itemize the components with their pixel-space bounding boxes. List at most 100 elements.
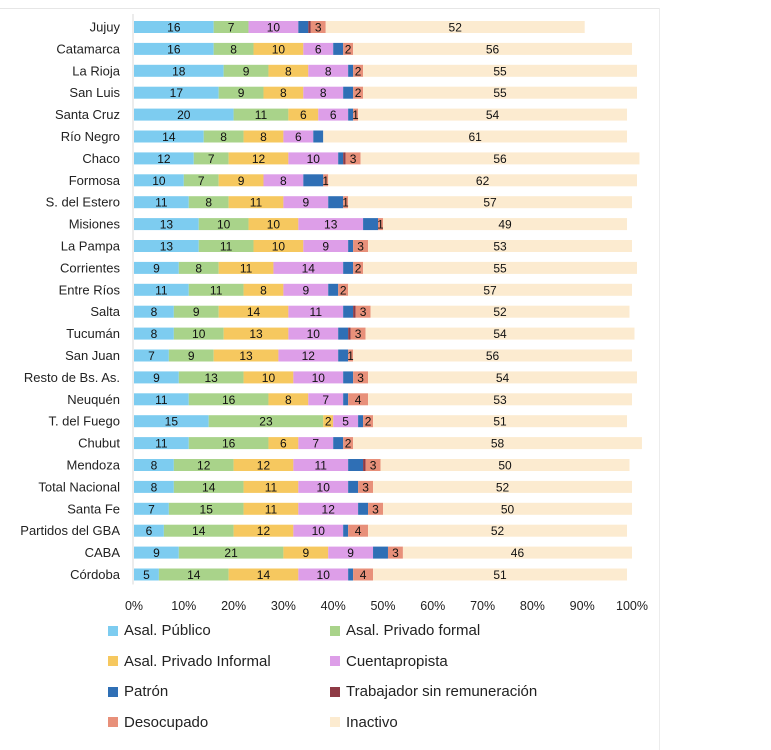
data-label-desocupado: 1 <box>347 349 354 363</box>
bar-segment-desocupado <box>368 502 383 515</box>
bar-row-salta: 8 9 14 11 3 52 <box>134 305 630 319</box>
data-label-desocupado: 2 <box>365 415 372 429</box>
data-label-asal-privado-informal: 9 <box>302 546 309 560</box>
bar-segment-asal-privado-formal <box>173 459 234 471</box>
category-label-chaco: Chaco <box>82 151 120 166</box>
bar-segment-asal-privado-informal <box>243 283 284 296</box>
data-label-asal-publico: 10 <box>152 174 166 188</box>
bar-row-partidos-del-gba: 6 14 12 10 4 52 <box>134 524 628 538</box>
bar-segment-inactivo <box>358 108 628 121</box>
legend-item-inactivo: Inactivo <box>330 714 398 731</box>
data-label-asal-privado-informal: 8 <box>285 64 292 78</box>
data-label-asal-privado-informal: 10 <box>262 371 276 385</box>
bar-segment-asal-publico <box>134 327 174 340</box>
bar-segment-asal-publico <box>134 86 219 99</box>
frame-right-border <box>659 8 660 750</box>
data-label-desocupado: 1 <box>342 196 349 210</box>
bar-segment-cuentapropista <box>298 480 349 493</box>
bar-row-chaco: 12 7 12 10 3 56 <box>134 152 640 166</box>
data-label-cuentapropista: 7 <box>322 393 329 407</box>
data-label-desocupado: 3 <box>372 502 379 516</box>
x-tick-label: 40% <box>321 599 346 613</box>
bar-segment-patron <box>343 86 354 99</box>
bar-segment-patron <box>373 546 388 559</box>
bar-segment-inactivo <box>373 568 628 581</box>
data-label-inactivo: 54 <box>496 371 510 385</box>
bar-segment-asal-publico <box>134 371 179 384</box>
bar-segment-cuentapropista <box>283 283 329 296</box>
data-label-cuentapropista: 12 <box>322 502 336 516</box>
category-label-la-pampa: La Pampa <box>61 239 121 254</box>
legend-swatch-icon <box>108 656 118 666</box>
bar-segment-cuentapropista <box>288 305 344 318</box>
data-label-desocupado: 4 <box>355 393 362 407</box>
bar-segment-desocupado <box>343 196 349 209</box>
category-label-corrientes: Corrientes <box>60 260 120 275</box>
legend-label: Desocupado <box>124 713 209 731</box>
data-label-desocupado: 3 <box>392 546 399 560</box>
bar-row-t-del-fuego: 15 23 2 5 2 51 <box>134 415 628 429</box>
data-label-asal-privado-informal: 6 <box>280 437 287 451</box>
data-label-asal-privado-informal: 8 <box>285 393 292 407</box>
category-label-partidos-del-gba: Partidos del GBA <box>20 523 120 538</box>
bar-segment-asal-privado-informal <box>253 240 304 252</box>
category-label-tucuman: Tucumán <box>66 326 120 341</box>
bar-segment-desocupado <box>350 327 366 340</box>
bar-segment-desocupado <box>353 261 364 274</box>
data-label-asal-publico: 13 <box>160 240 174 254</box>
data-label-asal-publico: 14 <box>162 130 176 144</box>
data-label-asal-privado-informal: 11 <box>250 196 263 210</box>
bar-segment-asal-privado-formal <box>188 437 269 450</box>
bar-segment-cuentapropista <box>288 327 339 340</box>
data-label-inactivo: 52 <box>493 305 507 319</box>
data-label-cuentapropista: 9 <box>302 196 309 210</box>
data-label-desocupado: 2 <box>345 42 352 56</box>
bar-segment-cuentapropista <box>263 174 304 187</box>
bar-segment-cuentapropista <box>288 152 339 165</box>
bar-segment-inactivo <box>365 327 635 340</box>
data-label-asal-privado-informal: 13 <box>249 327 263 341</box>
bar-segment-asal-publico <box>134 152 194 165</box>
bar-segment-asal-publico <box>134 524 164 537</box>
bar-segment-patron <box>363 218 379 231</box>
legend-label: Trabajador sin remuneración <box>346 683 538 700</box>
bar-segment-asal-privado-informal <box>268 437 299 450</box>
data-label-asal-publico: 8 <box>151 459 158 473</box>
data-label-cuentapropista: 10 <box>317 568 331 582</box>
bar-segment-cuentapropista <box>273 261 344 274</box>
bar-segment-asal-privado-informal <box>268 64 309 77</box>
frame-top-border <box>0 8 660 9</box>
category-label-rio-negro: Río Negro <box>61 129 120 144</box>
bar-row-santa-cruz: 20 11 6 6 1 54 <box>134 108 628 122</box>
bar-row-formosa: 10 7 9 8 1 62 <box>134 174 637 188</box>
data-label-asal-privado-formal: 9 <box>193 305 200 319</box>
bar-segment-cuentapropista <box>298 502 359 515</box>
category-label-resto-de-bs-as: Resto de Bs. As. <box>24 370 120 385</box>
data-label-asal-privado-informal: 10 <box>272 42 286 56</box>
bar-segment-asal-privado-formal <box>178 261 219 274</box>
data-label-desocupado: 1 <box>352 108 359 122</box>
bar-segment-inactivo <box>373 480 632 493</box>
bar-segment-asal-publico <box>134 196 189 209</box>
x-tick-label: 90% <box>570 599 595 613</box>
data-label-asal-publico: 6 <box>146 524 153 538</box>
legend-item-trabajador-sin-remuneracion: Trabajador sin remuneración <box>330 683 537 700</box>
bar-segment-asal-privado-formal <box>168 349 214 362</box>
bar-segment-patron <box>343 371 354 384</box>
data-label-inactivo: 54 <box>493 327 507 341</box>
bar-segment-desocupado <box>323 174 329 187</box>
bar-segment-desocupado <box>343 437 354 450</box>
data-label-asal-privado-formal: 11 <box>220 240 233 254</box>
bar-segment-patron <box>328 283 339 296</box>
bar-segment-asal-publico <box>134 393 189 406</box>
data-label-cuentapropista: 9 <box>347 546 354 560</box>
data-label-inactivo: 46 <box>511 546 525 560</box>
data-label-asal-privado-formal: 23 <box>259 415 273 429</box>
data-label-asal-privado-formal: 9 <box>188 349 195 363</box>
bar-segment-patron <box>303 174 324 187</box>
data-label-desocupado: 1 <box>322 174 329 188</box>
bar-segment-desocupado <box>310 21 326 33</box>
bar-segment-asal-privado-informal <box>223 327 289 340</box>
bar-segment-inactivo <box>370 305 630 318</box>
data-label-inactivo: 53 <box>493 240 507 254</box>
